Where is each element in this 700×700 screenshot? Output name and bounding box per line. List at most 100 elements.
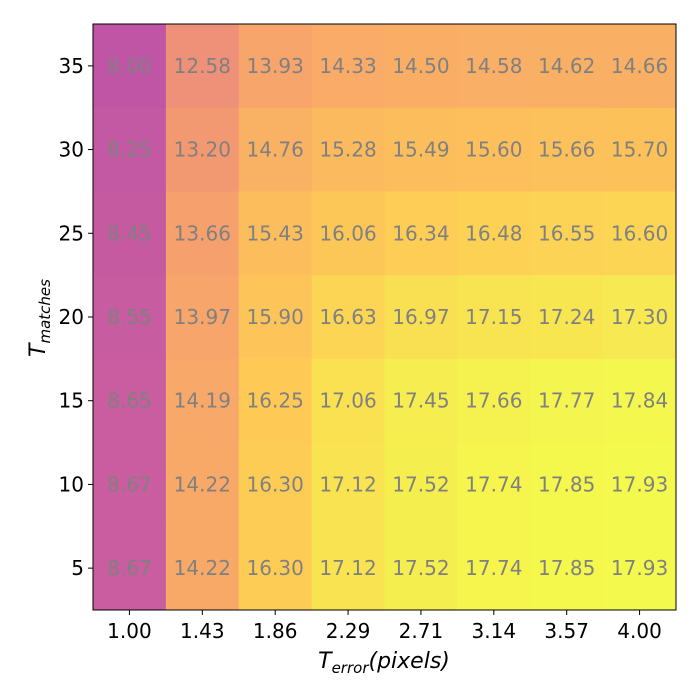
heatmap-cell [238, 107, 313, 192]
heatmap-cell [457, 526, 531, 611]
cell-value-label: 8.00 [107, 54, 152, 78]
cell-value-label: 16.25 [247, 389, 304, 413]
heatmap-cell [603, 191, 677, 276]
cell-value-label: 16.60 [611, 221, 668, 245]
y-tick-label: 15 [59, 389, 84, 413]
cell-value-label: 14.19 [174, 389, 231, 413]
heatmap-cell [530, 358, 604, 444]
heatmap-cell [238, 442, 313, 527]
cell-value-label: 14.76 [247, 138, 304, 162]
cell-value-label: 17.52 [392, 556, 449, 580]
cell-value-label: 15.66 [538, 138, 595, 162]
cell-value-label: 16.63 [319, 305, 376, 329]
heatmap-cell [384, 275, 458, 360]
y-tick-label: 25 [59, 221, 84, 245]
heatmap-cell-labels: 8.00 12.58 13.93 14.33 14.50 14.58 14.62 14.66 8… [107, 54, 668, 580]
cell-value-label: 15.90 [247, 305, 304, 329]
cell-value-label: 17.85 [538, 472, 595, 496]
cell-value-label: 13.20 [174, 138, 231, 162]
heatmap-cell [457, 442, 531, 527]
x-axis: 1.00 1.43 1.86 2.29 2.71 3.14 3.57 4.00 [107, 610, 662, 643]
heatmap-cell [384, 24, 458, 109]
heatmap-cell [384, 442, 458, 527]
heatmap-cell [384, 526, 458, 611]
cell-value-label: 17.74 [465, 472, 522, 496]
cell-value-label: 14.58 [465, 54, 522, 78]
heatmap-cell [384, 358, 458, 444]
heatmap-cell [93, 358, 167, 444]
cell-value-label: 14.22 [174, 556, 231, 580]
cell-value-label: 17.93 [611, 556, 668, 580]
heatmap-cell [603, 526, 677, 611]
cell-value-label: 16.30 [247, 472, 304, 496]
heatmap-cell [530, 442, 604, 527]
cell-value-label: 15.28 [319, 138, 376, 162]
y-tick-label: 20 [59, 305, 84, 329]
cell-value-label: 17.24 [538, 305, 595, 329]
cell-value-label: 8.67 [107, 472, 152, 496]
x-tick-label: 4.00 [617, 619, 662, 643]
heatmap-cell [530, 275, 604, 360]
x-tick-label: 2.71 [399, 619, 444, 643]
cell-value-label: 17.12 [319, 556, 376, 580]
heatmap-cell [238, 358, 313, 444]
x-tick-label: 1.43 [180, 619, 225, 643]
y-axis-title: Tmatches [26, 279, 54, 357]
x-tick-label: 3.14 [472, 619, 517, 643]
heatmap-cell [603, 275, 677, 360]
cell-value-label: 16.48 [465, 221, 522, 245]
heatmap-cell [457, 24, 531, 109]
x-tick-label: 1.86 [253, 619, 298, 643]
cell-value-label: 17.52 [392, 472, 449, 496]
cell-value-label: 14.66 [611, 54, 668, 78]
heatmap-cell [165, 442, 240, 527]
heatmap-cell [457, 275, 531, 360]
heatmap-cell [238, 191, 313, 276]
y-tick-label: 10 [59, 472, 84, 496]
heatmap-cell [384, 191, 458, 276]
cell-value-label: 13.66 [174, 221, 231, 245]
cell-value-label: 17.93 [611, 472, 668, 496]
heatmap-cell [311, 191, 385, 276]
cell-value-label: 13.93 [247, 54, 304, 78]
heatmap-cell [238, 526, 313, 611]
cell-value-label: 16.06 [319, 221, 376, 245]
cell-value-label: 14.22 [174, 472, 231, 496]
heatmap-cell [311, 107, 385, 192]
heatmap-cell [457, 358, 531, 444]
cell-value-label: 13.97 [174, 305, 231, 329]
heatmap-cell [165, 275, 240, 360]
heatmap-cell [530, 191, 604, 276]
heatmap-cell [603, 442, 677, 527]
cell-value-label: 8.55 [107, 305, 152, 329]
heatmap-cell [238, 275, 313, 360]
heatmap-cell [457, 107, 531, 192]
cell-value-label: 15.49 [392, 138, 449, 162]
heatmap-cell [93, 24, 167, 109]
cell-value-label: 16.30 [247, 556, 304, 580]
cell-value-label: 8.25 [107, 138, 152, 162]
heatmap-cell [603, 107, 677, 192]
heatmap-cell [93, 191, 167, 276]
cell-value-label: 14.50 [392, 54, 449, 78]
heatmap-cell [165, 358, 240, 444]
heatmap-cell [311, 275, 385, 360]
cell-value-label: 8.65 [107, 389, 152, 413]
heatmap-cell [93, 275, 167, 360]
heatmap-cell [165, 191, 240, 276]
heatmap-cell [530, 526, 604, 611]
cell-value-label: 16.97 [392, 305, 449, 329]
y-tick-label: 5 [71, 556, 84, 580]
heatmap-cell [384, 107, 458, 192]
cell-value-label: 16.34 [392, 221, 449, 245]
cell-value-label: 17.30 [611, 305, 668, 329]
heatmap-cell [603, 24, 677, 109]
cell-value-label: 17.45 [392, 389, 449, 413]
cell-value-label: 17.06 [319, 389, 376, 413]
cell-value-label: 17.15 [465, 305, 522, 329]
x-tick-label: 3.57 [544, 619, 589, 643]
heatmap-cell [530, 24, 604, 109]
heatmap-cell [603, 358, 677, 444]
heatmap-cell [165, 107, 240, 192]
